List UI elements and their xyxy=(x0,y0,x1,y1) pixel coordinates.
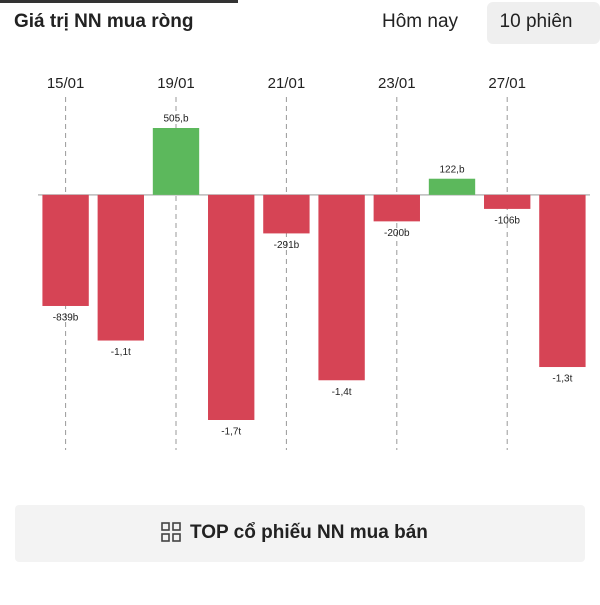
plot: 15/01 19/01 21/01 23/01 27/01 -839b -1,1t 505,b… xyxy=(38,75,590,450)
value-label: -1,4t xyxy=(332,387,352,398)
bar xyxy=(152,128,200,195)
bar xyxy=(42,194,89,306)
bar xyxy=(97,194,144,341)
x-tick-label: 21/01 xyxy=(268,75,306,92)
value-label: -291b xyxy=(274,240,300,251)
bar xyxy=(539,194,586,368)
x-tick-label: 15/01 xyxy=(47,75,85,92)
chart-title: Giá trị NN mua ròng xyxy=(14,11,193,32)
value-label: -1,7t xyxy=(221,427,241,438)
value-label: 505,b xyxy=(163,114,188,125)
bar xyxy=(318,194,365,381)
value-label: -839b xyxy=(53,313,79,324)
button[interactable] xyxy=(15,505,585,562)
value-label: 122,b xyxy=(439,164,464,175)
bar xyxy=(373,194,420,222)
value-label: -106b xyxy=(494,216,520,227)
grid-icon xyxy=(161,522,181,542)
bar xyxy=(484,194,531,209)
bar xyxy=(263,194,310,234)
x-tick-label: 27/01 xyxy=(488,75,526,92)
tab[interactable]: 10 phiên xyxy=(500,11,573,32)
x-tick-label: 19/01 xyxy=(157,75,195,92)
bar xyxy=(428,178,476,195)
tab[interactable]: Hôm nay xyxy=(382,11,459,32)
value-label: -200b xyxy=(384,228,410,239)
bar xyxy=(208,194,255,420)
value-label: -1,3t xyxy=(552,374,572,385)
tab-selected-bg xyxy=(487,2,600,44)
x-tick-label: 23/01 xyxy=(378,75,416,92)
top-indicator xyxy=(0,0,238,3)
value-label: -1,1t xyxy=(111,347,131,358)
button-label[interactable]: TOP cổ phiếu NN mua bán xyxy=(190,522,428,543)
